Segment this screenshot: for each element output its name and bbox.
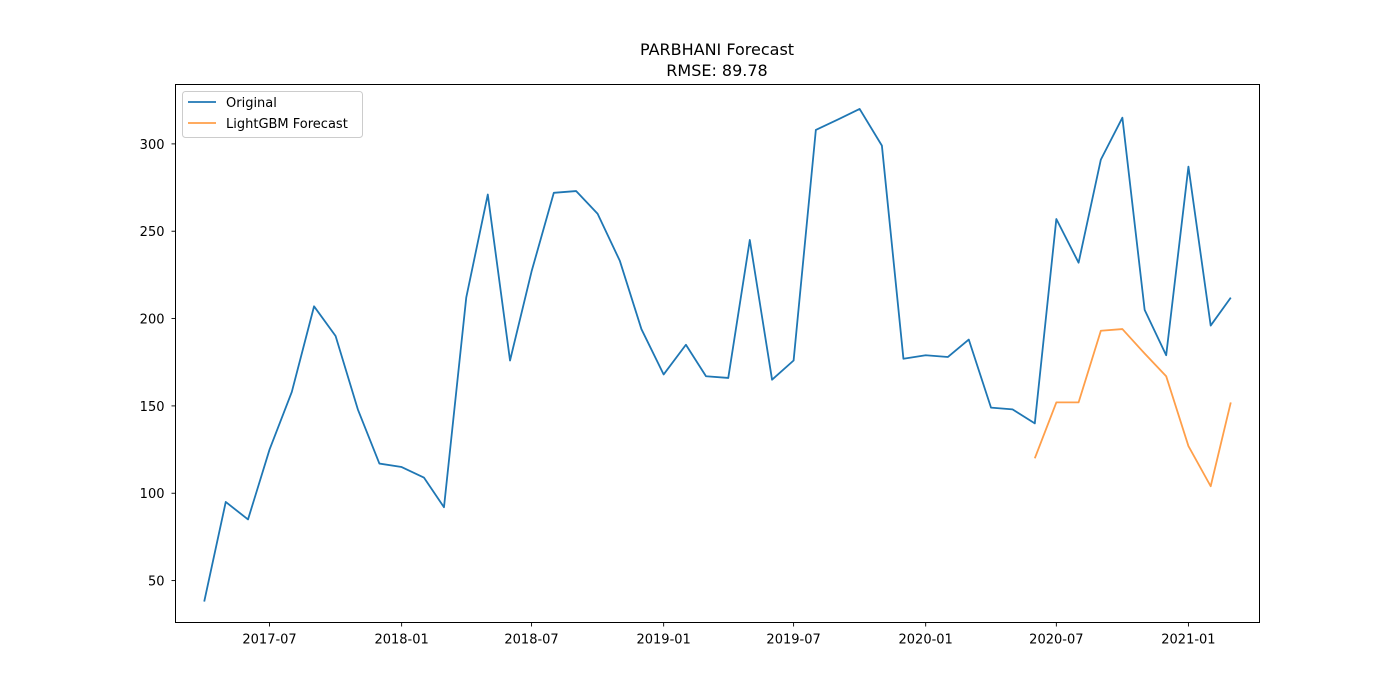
chart-title: PARBHANI Forecast [640,40,794,59]
x-tick-label: 2019-07 [766,633,820,648]
legend-box [182,91,363,138]
y-tick-label: 100 [140,487,165,502]
series-layer [203,108,1232,602]
x-tick-label: 2020-01 [899,633,953,648]
x-tick-label: 2021-01 [1161,633,1215,648]
x-tick-label: 2017-07 [242,633,296,648]
x-tick-label: 2018-01 [374,633,428,648]
x-axis: 2017-07 2018-01 2018-07 2019-01 2019-07 2020-… [242,622,1216,648]
legend-label-original: Original [226,96,277,111]
series-line-lightgbm-forecast [1033,328,1232,488]
chart-subtitle: RMSE: 89.78 [666,61,767,80]
x-tick-label: 2019-01 [636,633,690,648]
plot-frame [175,84,1260,623]
y-axis: 50 100 150 200 250 300 [140,138,176,590]
y-tick-label: 300 [140,138,165,153]
series-line-original [203,108,1232,602]
legend: Original LightGBM Forecast [182,91,363,138]
x-tick-label: 2020-07 [1029,633,1083,648]
y-tick-label: 50 [148,575,165,590]
y-tick-label: 250 [140,225,165,240]
y-tick-label: 200 [140,313,165,328]
y-tick-label: 150 [140,400,165,415]
x-tick-label: 2018-07 [504,633,558,648]
legend-label-lightgbm-forecast: LightGBM Forecast [226,117,348,132]
